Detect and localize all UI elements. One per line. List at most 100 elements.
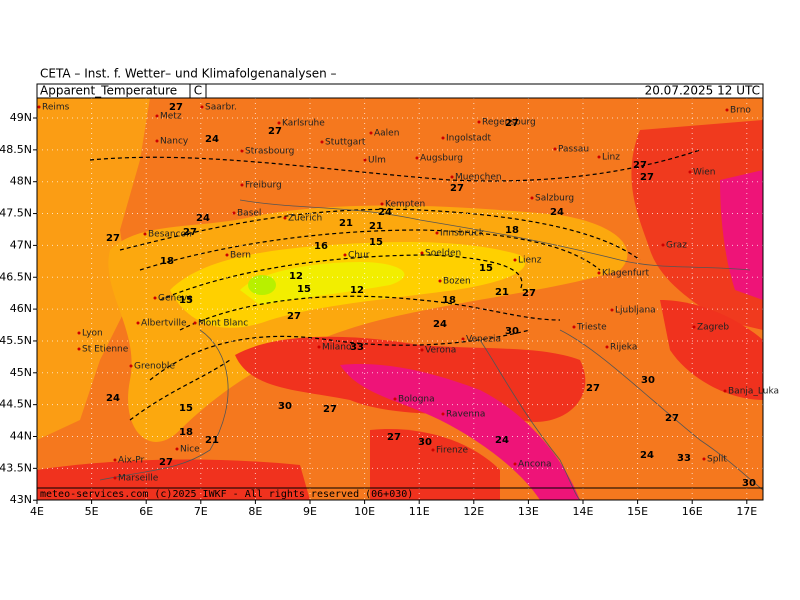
city-label: Ingolstadt bbox=[446, 134, 492, 144]
city-dot bbox=[129, 364, 133, 368]
contour-label: 27 bbox=[505, 118, 519, 129]
contour-label: 24 bbox=[196, 213, 210, 224]
city-dot bbox=[232, 211, 236, 215]
contour-label: 33 bbox=[677, 453, 691, 464]
lat-tick-label: 47N bbox=[10, 238, 32, 251]
lat-tick-label: 43N bbox=[10, 493, 32, 506]
city-dot bbox=[153, 296, 157, 300]
contour-label: 27 bbox=[640, 172, 654, 183]
contour-label: 21 bbox=[339, 218, 353, 229]
coast bbox=[99, 329, 229, 481]
field-balkan bbox=[660, 300, 763, 400]
lon-tick-label: 14E bbox=[573, 505, 594, 518]
cities: Reims Metz Saarbr. Karlsruhe Regensburg Brno N… bbox=[37, 103, 779, 484]
city-dot bbox=[431, 448, 435, 452]
city-dot bbox=[441, 136, 445, 140]
contour-label: 30 bbox=[742, 478, 756, 489]
lon-tick-label: 15E bbox=[627, 505, 648, 518]
city-label: Trieste bbox=[576, 323, 607, 333]
city-dot bbox=[113, 458, 117, 462]
contour-label: 12 bbox=[350, 285, 364, 296]
contour-label: 27 bbox=[450, 183, 464, 194]
field-east-hot bbox=[720, 170, 763, 300]
city-dot bbox=[415, 156, 419, 160]
city-dot bbox=[320, 140, 324, 144]
contour bbox=[179, 295, 561, 331]
city-label: Strasbourg bbox=[245, 147, 294, 157]
contour-label: 27 bbox=[169, 102, 183, 113]
lat-tick-label: 43.5N bbox=[0, 461, 32, 474]
city-label: Venezia bbox=[466, 335, 501, 345]
lat-tick-label: 44.5N bbox=[0, 398, 32, 411]
contour-label: 27 bbox=[586, 383, 600, 394]
contour-label: 18 bbox=[505, 225, 519, 236]
city-dot bbox=[363, 158, 367, 162]
city-label: Soelden bbox=[425, 249, 461, 259]
contour-label: 24 bbox=[495, 435, 509, 446]
contour-label: 18 bbox=[160, 256, 174, 267]
coast bbox=[479, 339, 581, 500]
city-label: Bologna bbox=[398, 395, 435, 405]
city-dot bbox=[193, 321, 197, 325]
city-label: Muenchen bbox=[455, 173, 502, 183]
city-dot bbox=[420, 348, 424, 352]
contour-label: 27 bbox=[287, 311, 301, 322]
frame bbox=[36, 97, 764, 501]
lon-tick-label: 4E bbox=[30, 505, 44, 518]
valid-time: 20.07.2025 12 UTC bbox=[645, 84, 760, 98]
field-east bbox=[631, 120, 763, 330]
city-label: Nice bbox=[180, 445, 200, 455]
borders bbox=[99, 199, 763, 500]
city-dot bbox=[702, 457, 706, 461]
city-dot bbox=[113, 476, 117, 480]
field-alps-core bbox=[240, 262, 405, 305]
city-label: Wien bbox=[693, 168, 715, 178]
city-dot bbox=[369, 131, 373, 135]
city-label: Ravenna bbox=[446, 410, 485, 420]
city-dot bbox=[461, 337, 465, 341]
city-label: Split bbox=[707, 455, 727, 465]
city-dot bbox=[605, 345, 609, 349]
contour-label: 15 bbox=[179, 295, 193, 306]
city-dot bbox=[477, 120, 481, 124]
city-label: Banja_Luka bbox=[728, 387, 779, 397]
contour bbox=[129, 359, 231, 421]
city-dot bbox=[661, 243, 665, 247]
city-dot bbox=[513, 462, 517, 466]
city-label: Mont Blanc bbox=[198, 319, 248, 329]
contour-label: 16 bbox=[314, 241, 328, 252]
city-label: Zuerich bbox=[288, 214, 322, 224]
unit: C bbox=[194, 84, 202, 98]
contour-label: 21 bbox=[205, 435, 219, 446]
city-dot bbox=[77, 347, 81, 351]
city-label: Klagenfurt bbox=[602, 269, 649, 279]
city-label: Albertville bbox=[141, 319, 187, 329]
city-label: Bozen bbox=[443, 277, 471, 287]
city-dot bbox=[610, 308, 614, 312]
lat-tick-label: 48.5N bbox=[0, 143, 32, 156]
city-dot bbox=[723, 389, 727, 393]
contour-label: 21 bbox=[369, 221, 383, 232]
lat-tick-label: 48N bbox=[10, 175, 32, 188]
contour-label: 24 bbox=[433, 319, 447, 330]
city-label: Regensburg bbox=[482, 118, 536, 128]
city-dot bbox=[450, 175, 454, 179]
contour-label: 27 bbox=[183, 227, 197, 238]
lat-tick-label: 46.5N bbox=[0, 270, 32, 283]
city-label: Saarbr. bbox=[205, 103, 237, 113]
field-west bbox=[37, 98, 150, 440]
contour-label: 27 bbox=[159, 457, 173, 468]
lat-tick-label: 47.5N bbox=[0, 207, 32, 220]
city-label: Graz bbox=[666, 241, 687, 251]
city-label: Marseille bbox=[118, 474, 159, 484]
contour bbox=[119, 208, 641, 261]
city-dot bbox=[513, 258, 517, 262]
city-label: Lienz bbox=[518, 256, 542, 266]
contour-label: 15 bbox=[179, 403, 193, 414]
contour-label: 27 bbox=[323, 404, 337, 415]
institute: CETA – Inst. f. Wetter– und Klimafolgena… bbox=[40, 67, 337, 81]
city-label: Karlsruhe bbox=[282, 119, 325, 129]
contour-label: 21 bbox=[495, 287, 509, 298]
contour bbox=[159, 254, 523, 301]
